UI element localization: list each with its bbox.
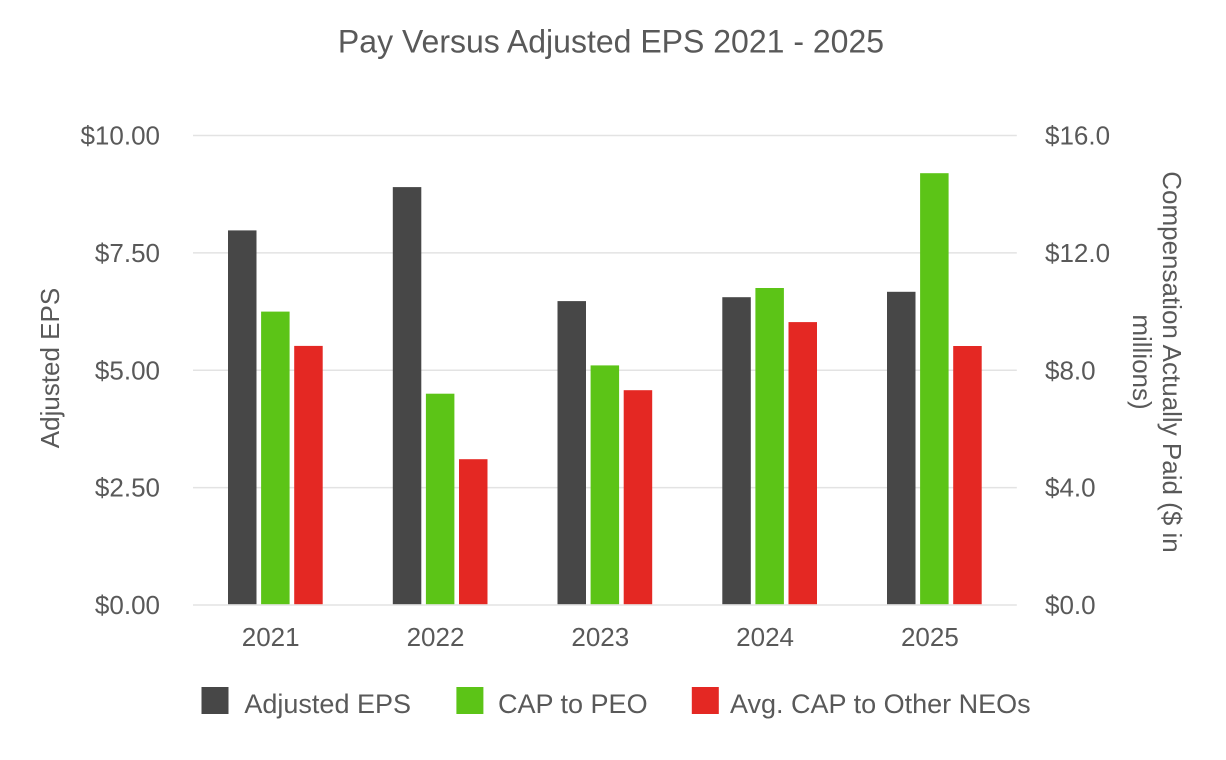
svg-text:Adjusted EPS: Adjusted EPS: [35, 288, 65, 448]
svg-text:$4.0: $4.0: [1045, 473, 1096, 503]
svg-text:2023: 2023: [571, 622, 629, 652]
svg-text:Adjusted EPS: Adjusted EPS: [244, 689, 411, 719]
svg-text:$7.50: $7.50: [95, 238, 160, 268]
svg-text:2022: 2022: [407, 622, 465, 652]
svg-text:$8.0: $8.0: [1045, 355, 1096, 385]
svg-text:$10.00: $10.00: [80, 121, 160, 151]
svg-text:$16.0: $16.0: [1045, 121, 1110, 151]
svg-text:2024: 2024: [736, 622, 794, 652]
svg-text:$2.50: $2.50: [95, 473, 160, 503]
svg-text:2025: 2025: [901, 622, 959, 652]
svg-text:$5.00: $5.00: [95, 355, 160, 385]
svg-text:$0.0: $0.0: [1045, 590, 1096, 620]
svg-text:millions): millions): [1127, 314, 1157, 409]
svg-text:$12.0: $12.0: [1045, 238, 1110, 268]
svg-text:$0.00: $0.00: [95, 590, 160, 620]
svg-text:Compensation Actually Paid ($: Compensation Actually Paid ($ in: [1157, 171, 1187, 553]
svg-text:2021: 2021: [242, 622, 300, 652]
svg-text:Pay Versus Adjusted EPS 2021 -: Pay Versus Adjusted EPS 2021 - 2025: [338, 24, 884, 60]
svg-text:Avg. CAP to Other NEOs: Avg. CAP to Other NEOs: [730, 689, 1031, 719]
svg-text:CAP to PEO: CAP to PEO: [498, 689, 648, 719]
